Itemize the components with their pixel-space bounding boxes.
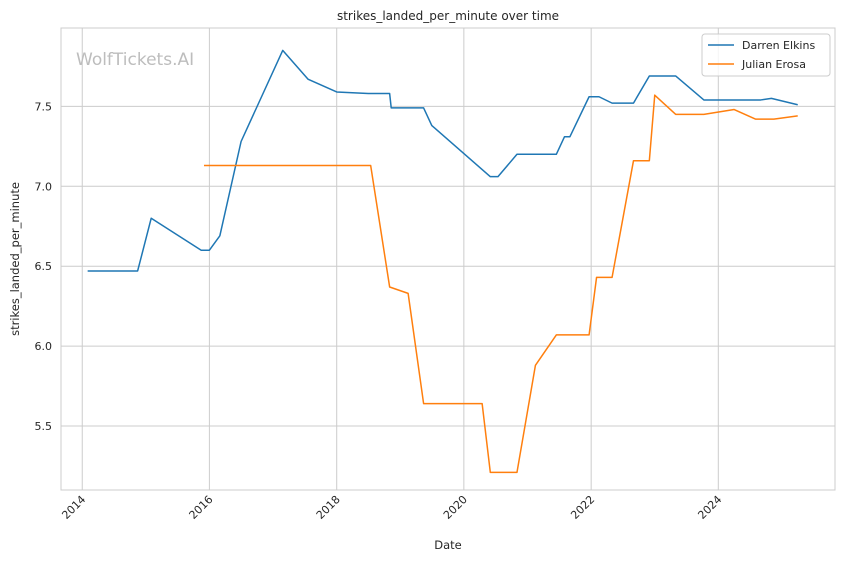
x-tick-label: 2016 <box>187 493 216 522</box>
watermark: WolfTickets.AI <box>76 50 194 70</box>
y-axis-label: strikes_landed_per_minute <box>8 182 22 336</box>
y-tick-label: 6.5 <box>35 260 53 273</box>
y-tick-label: 6.0 <box>35 340 53 353</box>
series <box>87 49 798 474</box>
y-tick-label: 7.0 <box>35 180 53 193</box>
y-ticks: 5.5 6.0 6.5 7.0 7.5 <box>35 100 53 433</box>
x-tick-label: 2020 <box>441 493 470 522</box>
chart-title: strikes_landed_per_minute over time <box>337 9 559 23</box>
series-line-2 <box>203 94 798 474</box>
legend-label: Darren Elkins <box>742 39 815 52</box>
y-tick-label: 7.5 <box>35 100 53 113</box>
legend-label: Julian Erosa <box>741 58 806 71</box>
grid <box>61 28 835 490</box>
x-tick-label: 2014 <box>59 493 88 522</box>
legend: Darren Elkins Julian Erosa <box>701 33 831 77</box>
x-tick-label: 2018 <box>314 493 343 522</box>
y-tick-label: 5.5 <box>35 420 53 433</box>
x-tick-label: 2022 <box>568 493 597 522</box>
x-tick-label: 2024 <box>695 493 724 522</box>
plot-frame <box>60 27 836 491</box>
series-line-1 <box>87 49 798 272</box>
x-ticks: 2014 2016 2018 2020 2022 2024 <box>59 493 724 522</box>
x-axis-label: Date <box>434 538 462 552</box>
